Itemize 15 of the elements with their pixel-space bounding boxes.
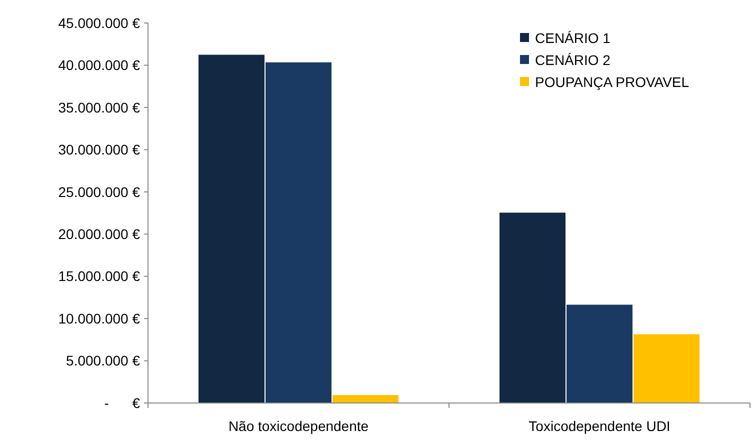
y-tick-label: 25.000.000 € [58, 184, 140, 200]
y-tick-label: 40.000.000 € [58, 57, 140, 74]
y-tick-label: 45.000.000 € [58, 14, 140, 31]
x-tick-label: Toxicodependente UDI [528, 418, 670, 434]
legend-label: CENÁRIO 2 [535, 52, 611, 68]
y-tick-label: 5.000.000 € [66, 352, 140, 369]
y-tick-label: 30.000.000 € [58, 142, 140, 158]
y-tick-label: 15.000.000 € [58, 268, 140, 284]
y-tick-label: 20.000.000 € [58, 226, 140, 242]
legend-label: POUPANÇA PROVAVEL [535, 74, 690, 90]
y-tick-label: 10.000.000 € [58, 310, 140, 326]
y-tick-label: - € [104, 394, 140, 411]
x-tick-label: Não toxicodependente [228, 418, 369, 434]
y-tick-label: 35.000.000 € [58, 99, 140, 116]
legend-label: CENÁRIO 1 [535, 30, 611, 46]
